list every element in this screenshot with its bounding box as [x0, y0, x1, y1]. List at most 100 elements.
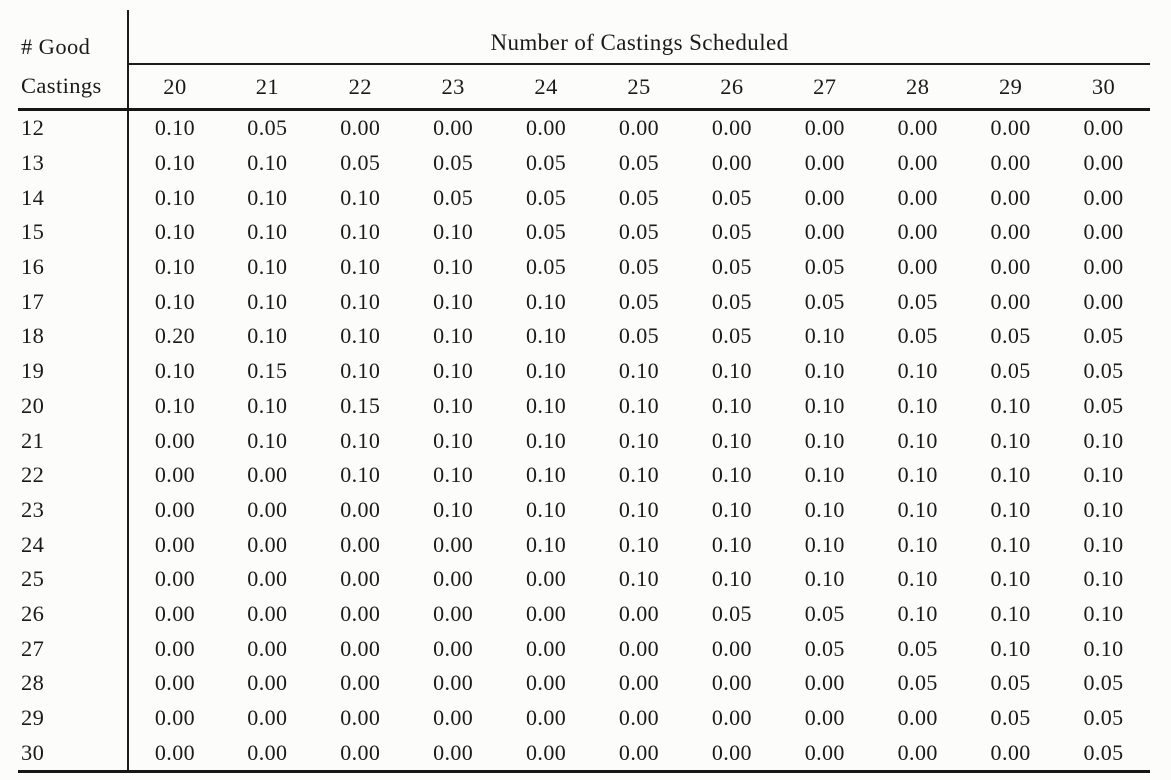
table-cell: 0.10	[711, 531, 752, 557]
row-header: 23	[18, 492, 129, 528]
table-cell: 0.00	[154, 670, 195, 696]
table-cell: 0.00	[154, 566, 195, 592]
table-cell: 0.00	[897, 705, 938, 731]
table-cell: 0.00	[154, 635, 195, 661]
table-cell: 0.05	[618, 219, 660, 245]
table-cell: 0.10	[247, 288, 288, 314]
table-cell: 0.00	[406, 735, 500, 774]
table-cell: 0.10	[340, 358, 381, 384]
table-cell: 0.10	[433, 219, 474, 245]
table-cell: 0.00	[433, 705, 474, 731]
row-header: 15	[18, 215, 129, 250]
table-cell: 0.00	[340, 635, 381, 661]
table-cell: 0.00	[618, 635, 660, 661]
table-row: 27 0.00 0.00 0.00 0.00 0.00 0.00 0.00 0.05 0.05 0.…	[18, 631, 1150, 666]
table-cell: 0.05	[711, 288, 752, 314]
table-cell: 0.00	[340, 531, 381, 557]
table-row: 29 0.00 0.00 0.00 0.00 0.00 0.00 0.00 0.00 0.00 0.…	[18, 700, 1150, 736]
table-cell: 0.00	[990, 184, 1031, 210]
table-cell: 0.10	[804, 427, 845, 453]
table-cell: 0.05	[711, 184, 752, 210]
table-cell: 0.10	[433, 496, 474, 522]
table-cell: 0.00	[804, 115, 845, 141]
spanner-row: # Good Number of Castings Scheduled	[18, 10, 1150, 65]
table-cell: 0.00	[804, 184, 845, 210]
table-cell: 0.10	[433, 358, 474, 384]
column-header: 26	[685, 64, 779, 111]
table-cell: 0.05	[618, 288, 660, 314]
table-cell: 0.05	[340, 150, 381, 176]
table-cell: 0.10	[1083, 635, 1124, 661]
table-cell: 0.00	[499, 735, 593, 774]
table-cell: 0.10	[990, 427, 1031, 453]
table-cell: 0.10	[711, 496, 752, 522]
table-cell: 0.00	[897, 254, 938, 280]
table-cell: 0.00	[128, 735, 221, 774]
column-header-row: Castings 20 21 22 23 24 25 26 27 28 29 30	[18, 64, 1150, 111]
row-header: 14	[18, 180, 129, 216]
table-cell: 0.10	[154, 115, 195, 141]
table-cell: 0.10	[340, 219, 381, 245]
table-cell: 0.10	[990, 635, 1031, 661]
table-cell: 0.00	[711, 635, 752, 661]
table-cell: 0.05	[804, 288, 845, 314]
table-cell: 0.10	[1083, 496, 1124, 522]
table-cell: 0.05	[526, 219, 567, 245]
table-cell: 0.10	[897, 600, 938, 626]
row-header: 21	[18, 423, 129, 458]
corner-header-line2: Castings	[18, 64, 129, 111]
row-header: 18	[18, 319, 129, 354]
table-cell: 0.00	[247, 600, 288, 626]
table-cell: 0.00	[154, 600, 195, 626]
table-cell: 0.10	[711, 358, 752, 384]
table-cell: 0.10	[154, 288, 195, 314]
table-cell: 0.00	[711, 150, 752, 176]
table-cell: 0.10	[897, 462, 938, 488]
column-header: 28	[871, 64, 965, 111]
table-cell: 0.10	[804, 462, 845, 488]
table-row: 25 0.00 0.00 0.00 0.00 0.00 0.10 0.10 0.10 0.10 0.…	[18, 561, 1150, 597]
table-cell: 0.20	[154, 323, 195, 349]
table-cell: 0.10	[340, 184, 381, 210]
table-row: 21 0.00 0.10 0.10 0.10 0.10 0.10 0.10 0.10 0.10 0.…	[18, 423, 1150, 458]
table-cell: 0.05	[618, 254, 660, 280]
table-cell: 0.10	[154, 254, 195, 280]
table-cell: 0.05	[711, 219, 752, 245]
table-cell: 0.05	[433, 150, 474, 176]
table-cell: 0.00	[711, 705, 752, 731]
table-cell: 0.10	[1083, 531, 1124, 557]
table-cell: 0.05	[526, 150, 567, 176]
table-cell: 0.10	[433, 254, 474, 280]
table-cell: 0.10	[804, 531, 845, 557]
table-cell: 0.10	[897, 531, 938, 557]
column-header: 22	[313, 64, 407, 111]
table-cell: 0.10	[897, 566, 938, 592]
column-header: 29	[964, 64, 1058, 111]
table-cell: 0.10	[433, 323, 474, 349]
table-cell: 0.10	[618, 427, 660, 453]
table-cell: 0.10	[433, 462, 474, 488]
table-header: # Good Number of Castings Scheduled Cast…	[18, 10, 1150, 111]
table-cell: 0.05	[804, 600, 845, 626]
table-cell: 0.10	[897, 358, 938, 384]
table-cell: 0.00	[154, 531, 195, 557]
table-cell: 0.00	[340, 496, 381, 522]
table-cell: 0.00	[433, 531, 474, 557]
table-cell: 0.10	[247, 150, 288, 176]
table-spanner: Number of Castings Scheduled	[128, 10, 1150, 65]
table-cell: 0.05	[897, 635, 938, 661]
row-header: 26	[18, 596, 129, 632]
table-cell: 0.00	[313, 735, 407, 774]
table-cell: 0.00	[804, 150, 845, 176]
table-cell: 0.00	[1083, 115, 1124, 141]
table-cell: 0.10	[247, 219, 288, 245]
column-header: 20	[128, 64, 221, 111]
table-cell: 0.10	[711, 427, 752, 453]
table-cell: 0.10	[526, 496, 567, 522]
table-cell: 0.10	[990, 566, 1031, 592]
table-cell: 0.10	[711, 392, 752, 418]
row-header: 30	[18, 735, 129, 774]
table-cell: 0.10	[990, 531, 1031, 557]
table-cell: 0.10	[526, 358, 567, 384]
